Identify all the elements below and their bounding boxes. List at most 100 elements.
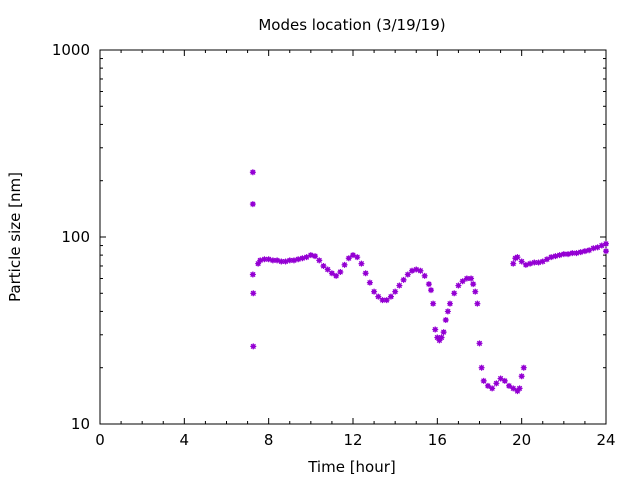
data-point: [371, 288, 378, 295]
data-point: [316, 257, 323, 264]
data-point: [535, 259, 542, 266]
data-point: [527, 260, 534, 267]
data-point: [278, 258, 285, 265]
data-point: [518, 373, 525, 380]
data-point: [341, 261, 348, 268]
x-tick-label: 12: [343, 431, 362, 449]
data-point: [510, 385, 517, 392]
data-point: [350, 252, 356, 259]
data-point: [474, 300, 481, 307]
x-axis-title: Time [hour]: [307, 458, 396, 476]
data-point: [484, 382, 491, 389]
x-tick-label: 16: [428, 431, 447, 449]
data-point: [421, 272, 428, 279]
data-point: [249, 201, 256, 208]
data-point: [531, 259, 538, 266]
data-point: [320, 262, 327, 269]
y-axis: 10 100 1000: [52, 41, 606, 433]
data-point: [328, 270, 335, 277]
data-point: [430, 300, 437, 307]
data-point: [480, 377, 487, 384]
chart-title: Modes location (3/19/19): [258, 16, 445, 34]
data-point: [560, 251, 567, 258]
data-point: [333, 272, 340, 279]
data-point: [594, 244, 601, 251]
data-point: [286, 257, 293, 264]
data-point: [577, 249, 584, 256]
data-point: [282, 258, 289, 265]
data-point: [470, 281, 477, 288]
plot-frame: [99, 49, 607, 425]
data-point: [362, 270, 369, 277]
data-point: [468, 275, 475, 282]
data-point: [442, 316, 449, 323]
data-point: [518, 258, 525, 265]
data-point: [250, 290, 257, 297]
data-point: [539, 258, 546, 265]
data-point: [428, 287, 435, 294]
data-point: [303, 254, 310, 261]
data-point: [366, 279, 373, 286]
data-point: [413, 266, 420, 273]
data-point: [493, 380, 500, 387]
data-point: [249, 169, 256, 176]
data-point: [556, 252, 563, 259]
data-point: [543, 256, 550, 263]
data-point: [603, 248, 609, 255]
data-point: [438, 334, 445, 341]
data-point: [354, 254, 361, 261]
data-point: [387, 293, 394, 300]
data-point: [478, 364, 485, 371]
data-point: [396, 282, 403, 289]
x-axis: 0 4 8 12 16 20 24: [95, 50, 616, 449]
data-point: [274, 257, 281, 264]
data-point: [250, 343, 257, 350]
data-point: [489, 385, 496, 392]
data-point: [501, 377, 508, 384]
data-point: [249, 271, 256, 278]
data-point: [345, 255, 352, 262]
data-point: [590, 245, 597, 252]
data-point: [565, 251, 572, 258]
data-point: [257, 257, 264, 264]
data-point: [295, 256, 302, 263]
data-point: [299, 255, 306, 262]
data-point: [312, 253, 319, 260]
data-point: [375, 293, 382, 300]
y-tick-label: 10: [71, 415, 90, 433]
data-point: [586, 247, 593, 254]
data-point: [432, 326, 439, 333]
data-point: [603, 240, 609, 247]
x-tick-label: 8: [264, 431, 274, 449]
data-point: [516, 385, 523, 392]
data-point: [598, 242, 605, 249]
data-point: [506, 382, 513, 389]
y-tick-label: 100: [61, 228, 90, 246]
data-point: [522, 261, 529, 268]
data-point: [472, 288, 479, 295]
data-point: [455, 282, 462, 289]
data-point: [358, 260, 365, 267]
data-point: [379, 297, 386, 304]
data-point: [581, 248, 588, 255]
data-point: [459, 278, 466, 285]
data-point: [409, 267, 416, 274]
data-point: [290, 257, 297, 264]
data-points: [249, 169, 609, 395]
data-point: [444, 308, 451, 315]
data-point: [400, 276, 407, 283]
data-point: [548, 254, 555, 261]
data-point: [497, 375, 504, 382]
data-point: [337, 268, 344, 275]
data-point: [476, 340, 483, 347]
data-point: [269, 257, 276, 264]
x-tick-label: 24: [596, 431, 615, 449]
x-tick-label: 4: [180, 431, 190, 449]
data-point: [510, 260, 517, 267]
data-point: [451, 290, 458, 297]
data-point: [440, 329, 447, 336]
y-tick-label: 1000: [52, 41, 90, 59]
data-point: [307, 252, 314, 259]
data-point: [463, 275, 470, 282]
